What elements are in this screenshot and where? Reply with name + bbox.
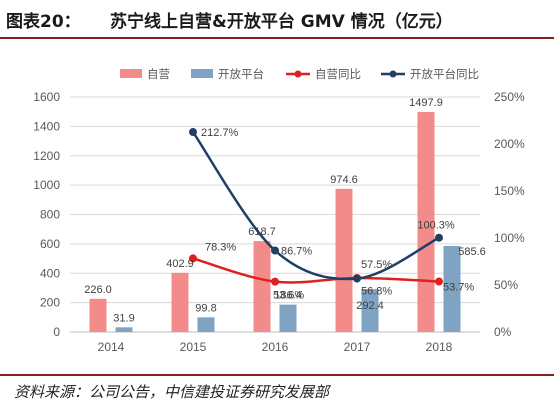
point-self-yoy: [271, 277, 279, 286]
point-platform-yoy: [189, 128, 197, 137]
data-label-open-platform: 31.9: [113, 312, 134, 324]
bar-self-operated: [171, 272, 189, 332]
legend-label: 开放平台: [218, 67, 264, 81]
y-right-tick-label: 50%: [494, 278, 518, 292]
figure-header: 图表20： 苏宁线上自营&开放平台 GMV 情况（亿元）: [0, 0, 554, 40]
point-platform-yoy: [353, 274, 361, 283]
data-label-open-platform: 585.6: [458, 246, 486, 258]
data-label-self-yoy: 57.5%: [361, 259, 392, 271]
data-label-self-operated: 618.7: [248, 226, 276, 238]
x-tick-label: 2017: [344, 340, 371, 354]
data-label-platform-yoy: 86.7%: [281, 246, 312, 258]
legend-label: 开放平台同比: [410, 67, 479, 81]
legend-swatch: [120, 69, 142, 78]
y-left-tick-label: 0: [53, 325, 60, 339]
data-label-platform-yoy: 212.7%: [201, 127, 239, 139]
bar-open-platform: [115, 327, 133, 332]
y-right-tick-label: 200%: [494, 137, 525, 151]
legend-swatch: [191, 69, 213, 78]
x-tick-label: 2015: [180, 340, 207, 354]
y-left-tick-label: 1000: [33, 178, 60, 192]
footer-rule: [0, 374, 554, 376]
legend-marker: [294, 70, 302, 78]
point-platform-yoy: [271, 246, 279, 255]
line-platform-yoy: [191, 131, 440, 281]
data-label-self-yoy: 53.7%: [443, 282, 474, 294]
legend-label: 自营: [147, 67, 170, 81]
data-label-open-platform: 99.8: [195, 302, 216, 314]
legend-marker: [389, 70, 397, 78]
y-left-tick-label: 1200: [33, 149, 60, 163]
gmv-combo-chart: 0 200 400 600 800 1000 1200 1400 1600 0% 50% 100% 15…: [33, 67, 525, 354]
y-left-tick-label: 600: [40, 237, 60, 251]
bar-open-platform: [361, 289, 379, 332]
y-right-tick-label: 250%: [494, 90, 525, 104]
data-label-self-operated: 974.6: [330, 174, 358, 186]
data-label-self-operated: 402.9: [166, 258, 194, 270]
point-self-yoy: [435, 277, 443, 286]
point-platform-yoy: [435, 233, 443, 242]
line-self-yoy: [192, 257, 440, 284]
bar-self-operated: [89, 298, 107, 332]
data-label-platform-yoy: 56.8%: [361, 286, 392, 298]
y-right-tick-label: 100%: [494, 231, 525, 245]
bar-self-operated: [335, 188, 353, 332]
figure-label: 图表20：: [6, 12, 81, 32]
bar-self-operated: [253, 241, 271, 332]
y-left-tick-label: 800: [40, 208, 60, 222]
x-tick-label: 2016: [262, 340, 289, 354]
data-label-self-yoy: 78.3%: [205, 241, 236, 253]
bar-open-platform: [443, 245, 461, 332]
y-right-tick-label: 0%: [494, 325, 512, 339]
data-label-self-yoy: 53.6%: [273, 290, 304, 302]
y-left-tick-label: 1400: [33, 119, 60, 133]
y-left-tick-label: 1600: [33, 90, 60, 104]
y-left-tick-label: 400: [40, 266, 60, 280]
data-label-open-platform: 292.4: [356, 300, 384, 312]
bar-self-operated: [417, 111, 435, 332]
data-label-platform-yoy: 100.3%: [417, 220, 455, 232]
legend-label: 自营同比: [315, 67, 361, 81]
data-label-self-operated: 226.0: [84, 284, 112, 296]
x-tick-label: 2018: [426, 340, 453, 354]
x-tick-label: 2014: [98, 340, 125, 354]
data-label-self-operated: 1497.9: [409, 97, 443, 109]
chart-title: 苏宁线上自营&开放平台 GMV 情况（亿元）: [110, 12, 453, 32]
bar-open-platform: [197, 317, 215, 332]
point-self-yoy: [189, 254, 197, 263]
source-note: 资料来源：公司公告，中信建投证券研究发展部: [14, 383, 330, 401]
header-rule: [0, 37, 554, 39]
data-label-open-platform: 186.4: [274, 290, 302, 302]
bar-open-platform: [279, 304, 297, 332]
y-left-tick-label: 200: [40, 296, 60, 310]
y-right-tick-label: 150%: [494, 184, 525, 198]
